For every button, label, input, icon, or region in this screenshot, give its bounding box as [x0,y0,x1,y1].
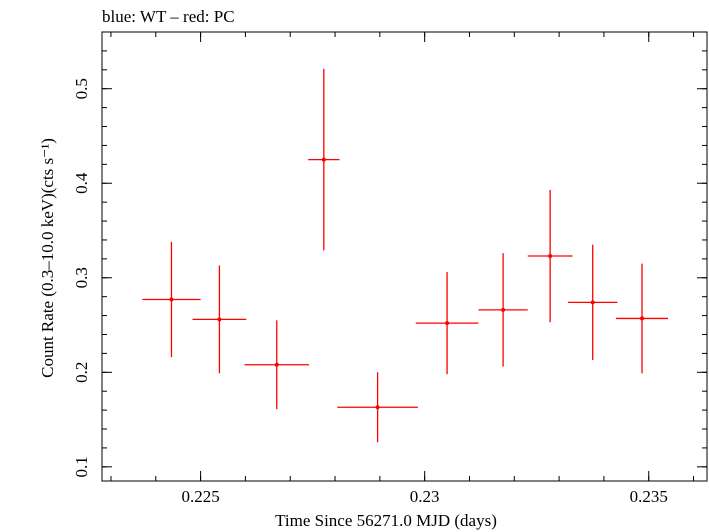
y-axis-label: Count Rate (0.3–10.0 keV)(cts s⁻¹) [38,138,57,378]
point-marker [375,405,380,410]
data-point [337,372,418,443]
point-marker [445,321,450,326]
data-point [192,265,247,374]
chart-title: blue: WT – red: PC [102,7,235,26]
data-point [616,263,669,374]
axis-ticks: 0.225 0.23 0.235 0.1 0.2 0.3 0.4 0.5 [72,31,707,506]
y-tick-label: 0.5 [72,78,91,99]
data-point [308,68,340,251]
x-tick-label: 0.23 [410,487,440,506]
data-points [142,68,669,443]
point-marker [321,157,326,162]
y-tick-label: 0.4 [72,172,91,194]
data-point [142,241,201,358]
point-marker [548,254,553,259]
point-marker [169,297,174,302]
data-point [478,253,528,367]
point-marker [217,317,222,322]
point-marker [274,362,279,367]
data-point [527,189,573,323]
plot-frame [101,31,708,482]
data-point [568,244,618,361]
point-marker [501,307,506,312]
x-tick-label: 0.225 [181,487,219,506]
x-axis-label: Time Since 56271.0 MJD (days) [275,511,497,530]
y-tick-label: 0.3 [72,267,91,288]
point-marker [590,300,595,305]
data-point [415,272,479,375]
point-marker [640,316,645,321]
y-tick-label: 0.1 [72,456,91,477]
y-tick-label: 0.2 [72,362,91,383]
data-point [244,320,310,410]
x-tick-label: 0.235 [630,487,668,506]
